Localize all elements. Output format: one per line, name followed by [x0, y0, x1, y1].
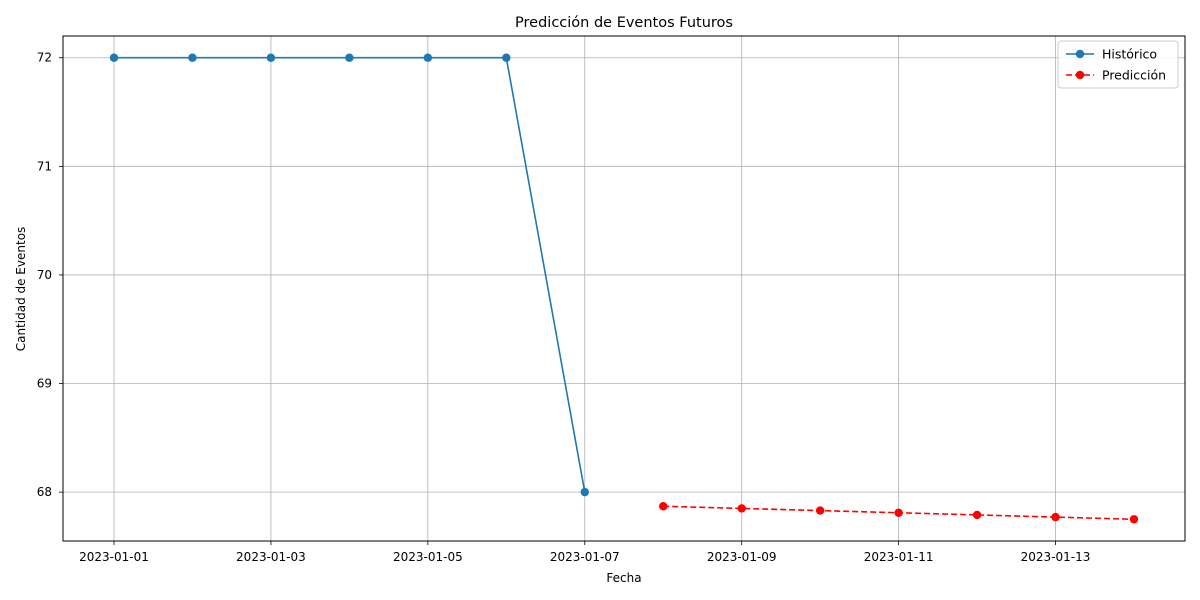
y-tick-label: 72 [37, 51, 52, 65]
data-point-historico [109, 53, 119, 62]
legend: Histórico Predicción [1057, 40, 1179, 89]
x-tick-label: 2023-01-01 [79, 550, 149, 564]
axes: 2023-01-01 2023-01-03 2023-01-05 2023-01-07… [37, 51, 1091, 564]
data-point-prediccion [894, 508, 903, 517]
data-point-historico [423, 53, 433, 62]
x-tick-label: 2023-01-09 [707, 550, 777, 564]
data-point-historico [266, 53, 276, 62]
y-axis-title: Cantidad de Eventos [14, 227, 28, 352]
legend-marker-prediccion [1075, 70, 1085, 80]
x-tick-label: 2023-01-11 [864, 550, 934, 564]
data-point-prediccion [1129, 515, 1139, 524]
data-point-prediccion [1051, 512, 1060, 522]
data-point-historico [502, 53, 511, 62]
x-tick-label: 2023-01-05 [393, 550, 463, 564]
x-axis-title: Fecha [606, 571, 641, 585]
grid [63, 36, 1185, 541]
chart-title: Predicción de Eventos Futuros [515, 15, 733, 31]
data-point-prediccion [737, 504, 746, 513]
y-tick-label: 70 [37, 268, 52, 282]
series-layer [109, 53, 1139, 524]
data-point-prediccion [972, 510, 982, 520]
y-tick-label: 68 [37, 485, 52, 499]
legend-label-historico: Histórico [1102, 47, 1157, 62]
data-point-historico [580, 487, 589, 497]
x-tick-label: 2023-01-07 [550, 550, 620, 564]
data-point-prediccion [659, 502, 668, 511]
y-tick-label: 71 [37, 159, 52, 173]
legend-label-prediccion: Predicción [1102, 68, 1166, 83]
x-tick-label: 2023-01-03 [236, 550, 306, 564]
x-tick-label: 2023-01-13 [1021, 550, 1091, 564]
data-point-historico [188, 53, 197, 62]
plot-frame [62, 35, 1186, 542]
data-point-historico [345, 53, 354, 62]
y-tick-label: 69 [37, 377, 52, 391]
legend-box [1057, 40, 1179, 89]
legend-marker-historico [1075, 49, 1085, 59]
data-point-prediccion [815, 506, 825, 515]
